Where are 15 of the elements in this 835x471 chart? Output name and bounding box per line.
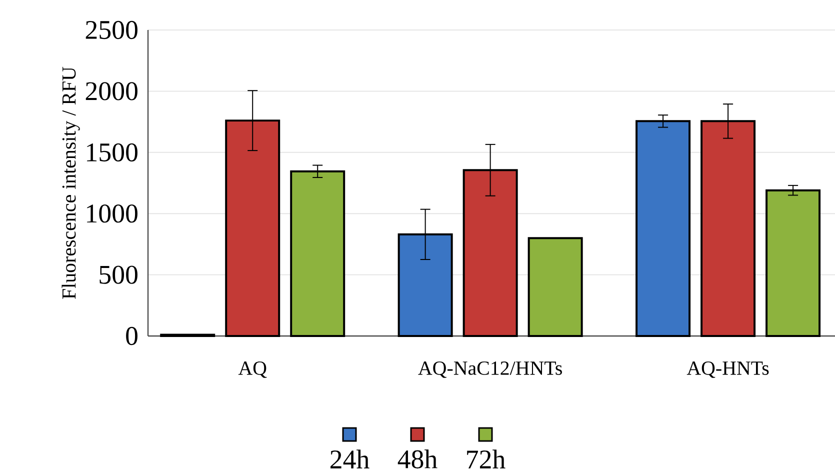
x-tick-label: AQ [238,362,267,378]
y-tick-label: 2000 [86,82,138,100]
y-tick-label: 2500 [86,20,138,40]
y-tick-label: 500 [100,266,138,284]
x-tick-label: AQ-NaC12/HNTs [418,362,562,378]
y-axis-title: Fluorescence intensity / RFU [62,66,80,299]
y-tick-label: 1500 [87,143,138,162]
y-tick-label: 1000 [87,204,138,223]
bar [528,237,583,337]
y-tick-label: 0 [126,326,138,346]
legend-label: 24h [330,450,370,468]
legend-label: 48h [398,450,438,468]
bar [766,189,821,337]
x-tick-label: AQ-HNTs [686,362,769,378]
legend-label: 72h [467,450,506,468]
